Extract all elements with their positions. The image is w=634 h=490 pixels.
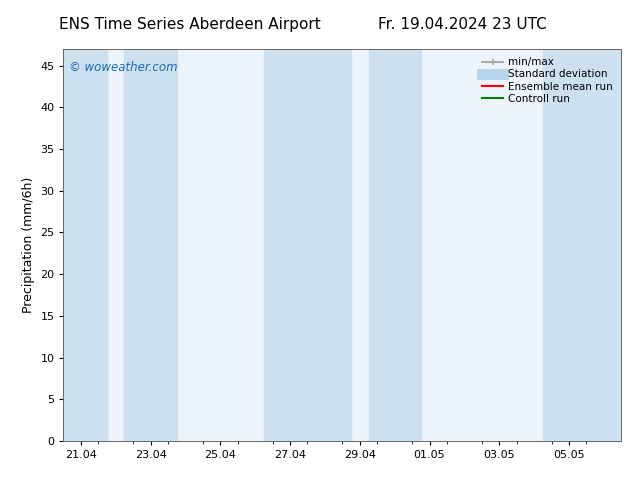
Bar <box>543 49 621 441</box>
Bar <box>63 49 107 441</box>
Y-axis label: Precipitation (mm/6h): Precipitation (mm/6h) <box>22 177 35 313</box>
Text: ENS Time Series Aberdeen Airport: ENS Time Series Aberdeen Airport <box>60 17 321 32</box>
Bar <box>368 49 421 441</box>
Text: © woweather.com: © woweather.com <box>69 61 178 74</box>
Bar <box>124 49 177 441</box>
Bar <box>264 49 351 441</box>
Legend: min/max, Standard deviation, Ensemble mean run, Controll run: min/max, Standard deviation, Ensemble me… <box>479 54 616 107</box>
Text: Fr. 19.04.2024 23 UTC: Fr. 19.04.2024 23 UTC <box>378 17 547 32</box>
